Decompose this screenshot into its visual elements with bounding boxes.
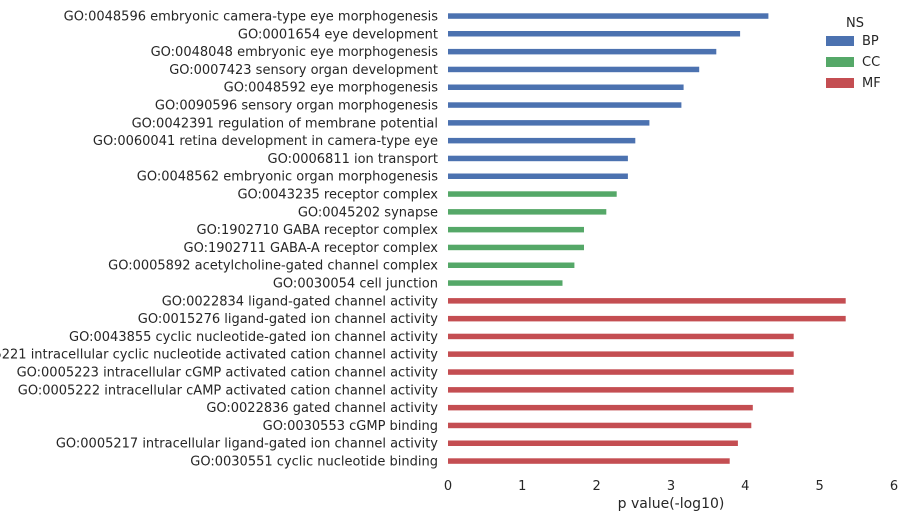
category-label: GO:0015276 ligand-gated ion channel acti… [138, 312, 439, 327]
category-label: GO:0030551 cyclic nucleotide binding [190, 455, 438, 470]
category-label: GO:0022836 gated channel activity [206, 401, 438, 416]
category-label: GO:0006811 ion transport [268, 152, 439, 167]
bar-mf-17 [448, 315, 846, 322]
category-label: GO:0060041 retina development in camera-… [93, 134, 438, 149]
category-label: GO:0030553 cGMP binding [263, 419, 438, 434]
category-label: GO:1902710 GABA receptor complex [197, 223, 439, 238]
bar-mf-16 [448, 298, 846, 304]
x-tick-label: 5 [816, 479, 824, 494]
bar-mf-23 [448, 422, 752, 429]
x-tick-label: 1 [518, 479, 526, 494]
category-label: GO:0043235 receptor complex [237, 188, 438, 203]
bar-bp-0 [448, 13, 769, 19]
bar-mf-22 [448, 404, 753, 411]
x-tick-label: 0 [444, 479, 452, 494]
legend-title: NS [846, 16, 864, 31]
legend-label-bp: BP [862, 34, 879, 49]
bar-bp-8 [448, 155, 628, 162]
x-tick-label: 4 [741, 479, 749, 494]
legend-swatch-cc [826, 57, 854, 67]
category-label: GO:0045202 synapse [298, 205, 438, 220]
category-label: GO:0005217 intracellular ligand-gated io… [56, 437, 438, 452]
bar-cc-14 [448, 262, 575, 268]
x-axis-ticks: 0 1 2 3 4 5 6 [444, 479, 898, 494]
x-tick-label: 2 [593, 479, 601, 494]
legend-swatch-mf [826, 78, 854, 88]
category-label: GO:0048562 embryonic organ morphogenesis [137, 170, 438, 185]
category-labels-group: GO:0048596 embryonic camera-type eye mor… [0, 10, 438, 470]
legend-swatch-bp [826, 36, 854, 46]
category-label: GO:0048048 embryonic eye morphogenesis [151, 45, 439, 60]
bar-cc-13 [448, 244, 584, 251]
category-label: GO:0005222 intracellular cAMP activated … [18, 383, 439, 398]
bar-bp-9 [448, 173, 628, 179]
category-label: GO:0090596 sensory organ morphogenesis [155, 99, 438, 114]
bar-bp-7 [448, 137, 636, 144]
x-tick-label: 3 [667, 479, 675, 494]
bar-cc-12 [448, 226, 584, 233]
category-label: GO:0005892 acetylcholine-gated channel c… [108, 259, 438, 274]
category-label: GO:0030054 cell junction [273, 277, 438, 292]
bar-mf-20 [448, 369, 794, 375]
bar-bp-2 [448, 48, 717, 55]
legend: NS BP CC MF [826, 16, 881, 91]
bar-mf-24 [448, 440, 738, 446]
category-label: GO:0048592 eye morphogenesis [224, 81, 439, 96]
bar-cc-15 [448, 280, 563, 286]
category-label: GO:1902711 GABA-A receptor complex [184, 241, 439, 256]
bars-group [448, 13, 846, 464]
x-tick-label: 6 [890, 479, 898, 494]
legend-label-mf: MF [862, 76, 881, 91]
category-label: GO:0007423 sensory organ development [169, 63, 438, 78]
category-label: GO:0022834 ligand-gated channel activity [162, 294, 439, 309]
category-label: GO:0001654 eye development [238, 27, 438, 42]
category-label: GO:0005223 intracellular cGMP activated … [17, 366, 439, 381]
bar-cc-10 [448, 191, 617, 197]
bar-mf-21 [448, 387, 794, 393]
category-label: GO:0048596 embryonic camera-type eye mor… [64, 10, 439, 25]
bar-mf-18 [448, 333, 794, 340]
bar-bp-3 [448, 66, 700, 73]
bar-cc-11 [448, 209, 607, 215]
bar-bp-5 [448, 102, 682, 108]
x-axis-label: p value(-log10) [618, 496, 725, 512]
category-label: GO:0043855 cyclic nucleotide-gated ion c… [69, 330, 438, 345]
bar-bp-6 [448, 120, 650, 126]
bar-mf-19 [448, 351, 794, 357]
legend-label-cc: CC [862, 55, 880, 70]
category-label: GO:0005221 intracellular cyclic nucleoti… [0, 348, 438, 363]
bar-mf-25 [448, 458, 730, 464]
category-label: GO:0042391 regulation of membrane potent… [132, 116, 438, 131]
bar-bp-4 [448, 84, 684, 90]
bar-bp-1 [448, 31, 741, 37]
